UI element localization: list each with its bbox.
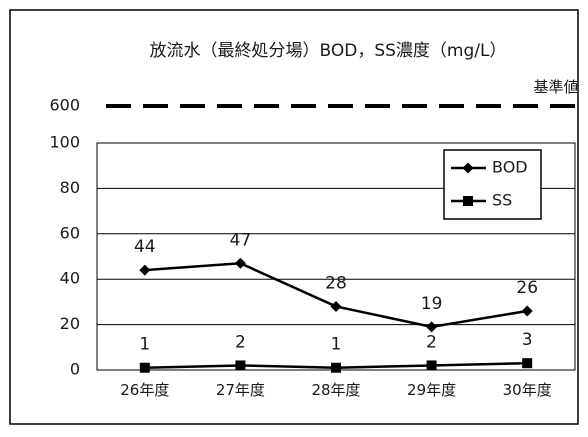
legend-marker-bod xyxy=(462,162,474,174)
y-tick-label: 80 xyxy=(60,178,80,197)
y-tick-label: 60 xyxy=(60,223,80,242)
legend-label-bod: BOD xyxy=(492,158,528,177)
x-tick-label: 28年度 xyxy=(311,381,360,399)
data-point-bod xyxy=(521,305,533,317)
data-point-ss xyxy=(426,360,437,371)
data-label-bod: 44 xyxy=(134,237,156,257)
x-axis-ticks: 26年度 27年度 28年度 29年度 30年度 xyxy=(120,381,551,399)
y-tick-label: 0 xyxy=(70,360,80,379)
legend-box xyxy=(443,149,542,220)
y-axis-ticks: 0 20 40 60 80 100 xyxy=(49,133,80,379)
data-label-ss: 1 xyxy=(139,335,150,355)
y-tick-label: 20 xyxy=(60,314,80,333)
data-label-ss: 2 xyxy=(426,332,437,352)
data-point-bod xyxy=(234,257,246,269)
data-label-ss: 1 xyxy=(331,335,342,355)
data-label-bod: 28 xyxy=(325,273,347,293)
data-label-bod: 26 xyxy=(516,278,538,298)
standard-tick-label: 600 xyxy=(49,96,80,115)
data-point-ss xyxy=(522,358,533,369)
data-point-ss xyxy=(235,360,246,371)
data-label-ss: 2 xyxy=(235,332,246,352)
series-bod: 44 47 28 19 26 xyxy=(134,230,538,333)
data-label-bod: 19 xyxy=(421,294,443,314)
x-tick-label: 29年度 xyxy=(407,381,456,399)
x-tick-label: 26年度 xyxy=(120,381,169,399)
legend-marker-ss xyxy=(463,196,473,206)
x-tick-label: 27年度 xyxy=(216,381,265,399)
data-label-bod: 47 xyxy=(230,230,252,250)
data-point-bod xyxy=(426,321,438,333)
data-point-bod xyxy=(139,264,151,276)
data-point-bod xyxy=(330,300,342,312)
series-layer: 44 47 28 19 26 1 2 1 2 3 xyxy=(134,230,538,373)
y-tick-label: 40 xyxy=(60,269,80,288)
legend-label-ss: SS xyxy=(492,191,512,210)
y-tick-label: 100 xyxy=(49,133,80,152)
chart-title: 放流水（最終処分場）BOD，SS濃度（mg/L） xyxy=(150,41,507,61)
series-ss: 1 2 1 2 3 xyxy=(139,330,533,373)
legend: BOD SS xyxy=(443,149,542,220)
data-point-ss xyxy=(331,362,341,373)
data-point-ss xyxy=(139,362,150,373)
x-tick-label: 30年度 xyxy=(503,381,552,399)
standard-label: 基準値 xyxy=(533,78,578,96)
data-label-ss: 3 xyxy=(522,330,533,350)
